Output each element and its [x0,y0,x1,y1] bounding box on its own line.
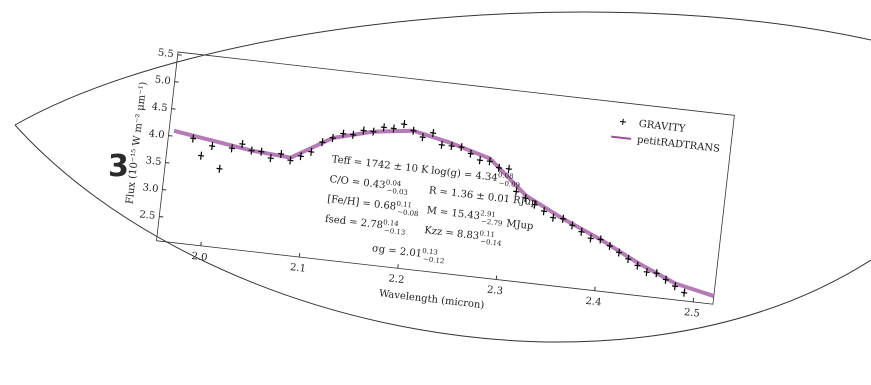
data-point [671,282,679,291]
data-point [458,143,465,152]
data-point [248,146,255,155]
y-tick-label: 3.0 [142,182,159,195]
annotation-sub: −0.12 [423,255,445,265]
data-point [495,163,503,172]
data-point [438,140,445,149]
annotation-sup: 0.08 [498,171,514,181]
data-point [505,164,512,173]
annotation-sub: −2.79 [481,217,503,227]
data-point [643,268,650,277]
data-point [278,149,285,158]
data-point [625,254,632,264]
data-point [370,127,377,136]
y-tick-label: 4.0 [148,128,165,141]
data-point [476,156,483,165]
data-point [569,221,576,230]
data-point [540,207,547,216]
data-point [228,144,235,153]
data-point [190,134,197,143]
annotation-sup: 0.11 [396,200,412,210]
data-point [597,235,604,244]
x-tick-label: 2.1 [289,262,306,275]
y-tick-label: 5.0 [154,74,171,87]
data-point [419,133,426,142]
data-point [615,248,623,257]
data-point [239,139,246,149]
plot-frame [156,51,735,305]
data-point [486,157,493,166]
data-point [287,156,294,165]
data-point [329,133,336,142]
data-point [662,275,669,284]
legend-line [611,135,632,140]
data-point [410,126,417,135]
data-point [578,227,585,236]
x-tick-label: 2.0 [191,251,208,264]
y-tick-label: 2.5 [139,209,156,222]
data-point [319,138,326,147]
legend-marker [619,118,626,125]
data-point [360,126,367,135]
data-point [522,194,529,203]
data-point [380,123,387,132]
data-point [531,200,538,209]
data-point [550,213,557,222]
data-point [681,288,688,297]
data-point [467,149,474,158]
annotation-sup: 0.04 [385,178,402,188]
annotation-sup: 0.11 [479,229,495,239]
annotation-sub: −0.08 [397,208,419,218]
data-point [401,120,408,129]
x-tick-label: 2.5 [683,307,700,320]
data-point [448,141,455,151]
legend-label: GRAVITY [638,119,686,135]
annotation-sup: 0.14 [383,218,400,228]
lens-top-edge [14,11,871,126]
y-tick-label: 3.5 [145,155,162,168]
data-point [216,164,223,173]
annotation-unit: MJup [506,218,534,232]
data-point [209,142,216,151]
data-point [653,269,660,278]
y-tick-label: 5.5 [157,47,174,60]
lens-fill [15,11,871,342]
data-point [350,130,357,139]
data-point [198,151,205,160]
data-point [297,152,304,161]
lens-bottom-edge [14,124,871,343]
x-tick-label: 2.4 [585,296,602,309]
data-point [606,241,613,251]
slide-number: 3 [108,149,129,184]
data-point [390,124,397,133]
annotation-sup: 2.91 [480,209,496,219]
data-point [258,147,265,156]
data-point [513,187,520,196]
data-point [634,261,641,270]
data-point [308,147,315,156]
data-point [267,154,274,163]
annotation-sub: −0.14 [480,237,503,247]
data-point [559,214,567,223]
annotation-sub: −0.03 [386,187,408,197]
x-tick-label: 2.2 [388,273,405,286]
annotation-sub: −0.13 [383,226,405,236]
annotation-sub: −0.09 [498,179,520,189]
data-point [587,234,594,243]
y-tick-label: 4.5 [151,101,168,114]
x-tick-label: 2.3 [486,285,503,298]
data-point [340,129,347,138]
annotation-sup: 0.13 [422,247,438,257]
data-point [430,128,437,138]
